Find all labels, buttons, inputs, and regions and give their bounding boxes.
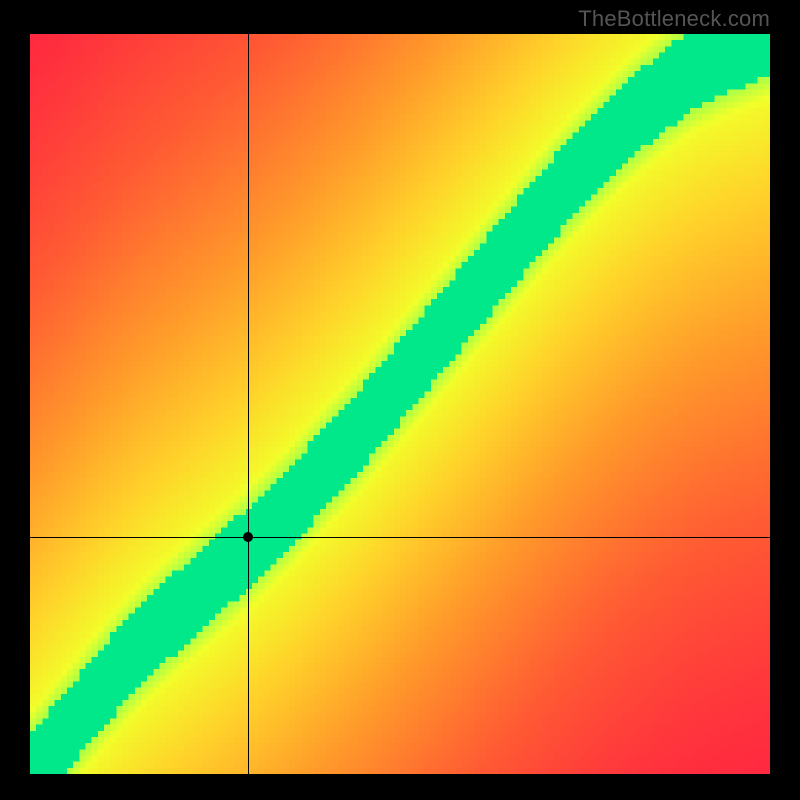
crosshair-vertical	[248, 34, 249, 774]
data-point-marker	[243, 532, 253, 542]
heatmap-plot	[30, 34, 770, 774]
crosshair-horizontal	[30, 537, 770, 538]
heatmap-canvas	[30, 34, 770, 774]
attribution-text: TheBottleneck.com	[578, 6, 770, 32]
